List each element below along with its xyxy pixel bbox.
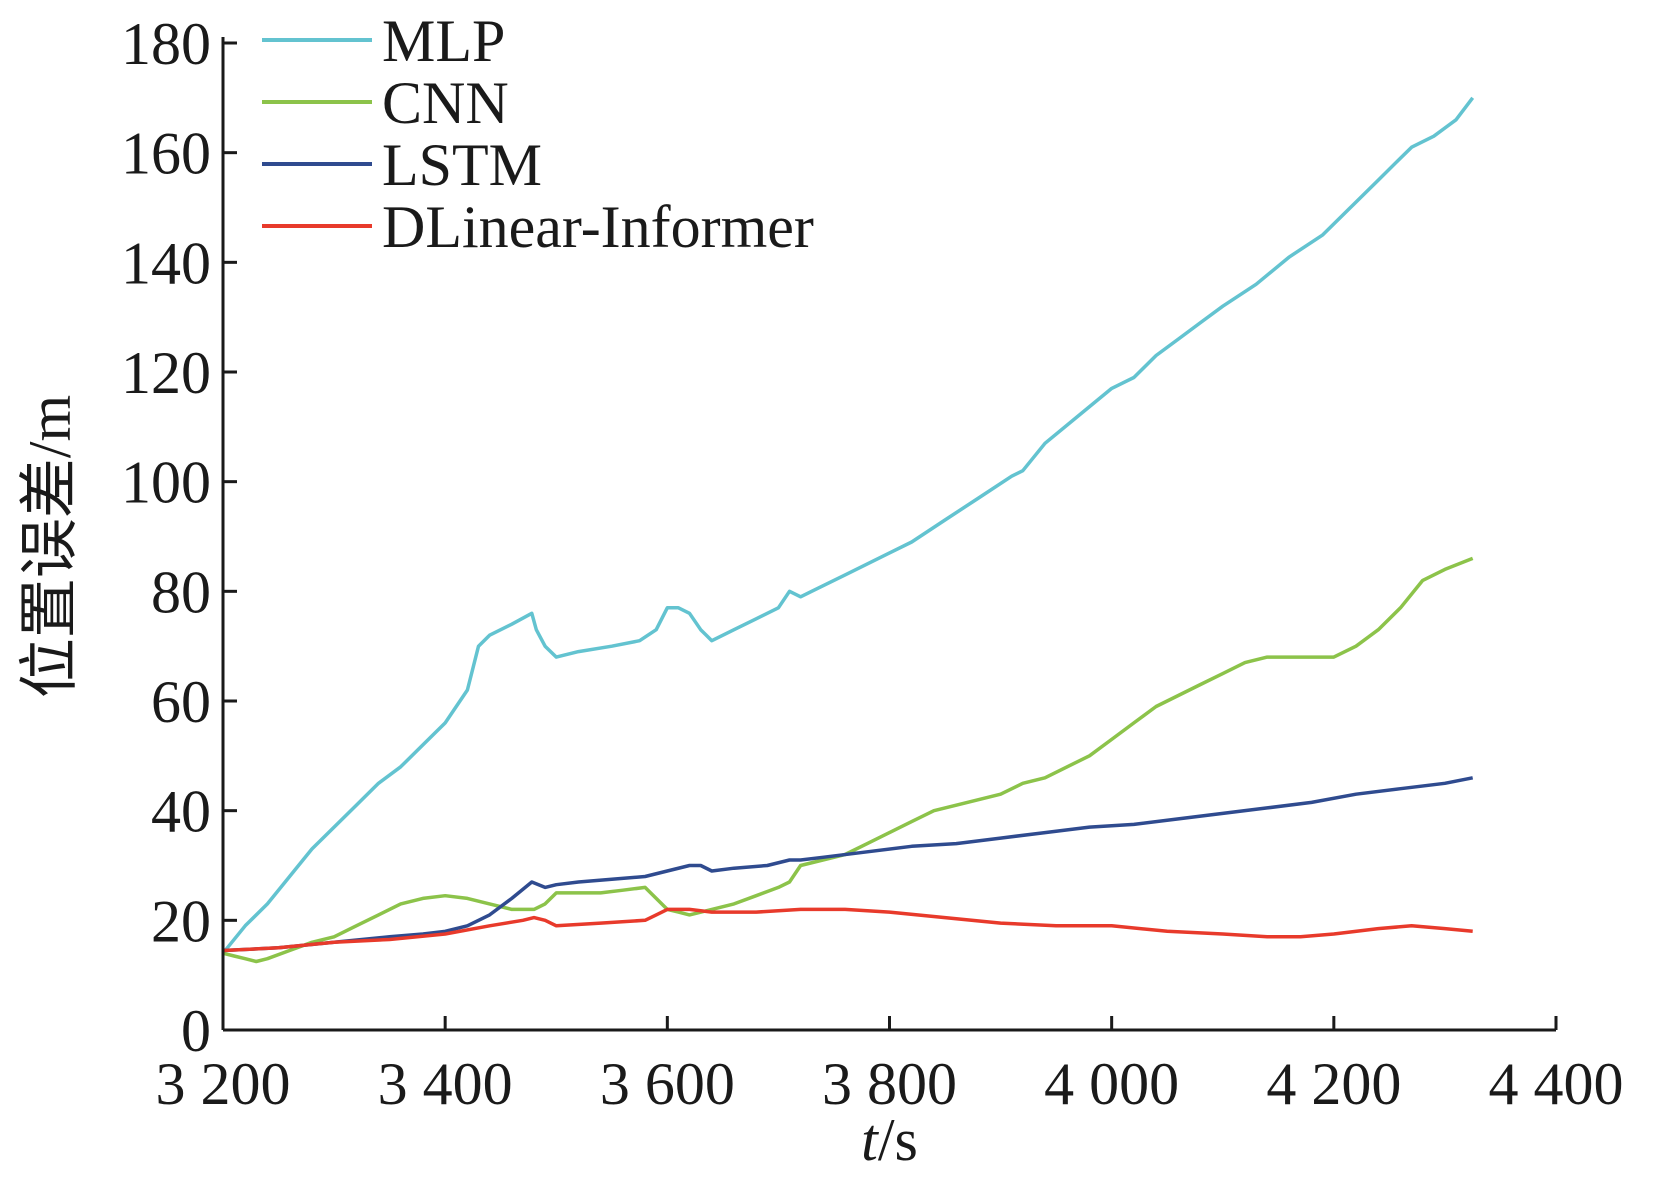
y-tick-label: 180 <box>121 11 211 77</box>
legend-label-cnn: CNN <box>382 70 509 136</box>
x-ticks: 3 200 3 400 3 600 3 800 4 000 4 200 4 400 <box>156 1016 1624 1117</box>
y-tick-label: 100 <box>121 450 211 516</box>
y-tick-label: 40 <box>151 779 211 845</box>
x-tick-label: 4 000 <box>1044 1051 1179 1117</box>
series-line-dlinear-informer <box>222 907 1473 953</box>
x-axis-unit: /s <box>878 1107 918 1173</box>
y-tick-label: 60 <box>151 669 211 735</box>
x-tick-label: 4 200 <box>1266 1051 1401 1117</box>
y-tick-label: 140 <box>121 230 211 296</box>
x-tick-label: 3 600 <box>600 1051 735 1117</box>
y-tick-label: 20 <box>151 888 211 954</box>
series-line-mlp <box>221 96 1475 955</box>
y-ticks: 0 20 40 60 80 100 120 140 160 180 <box>121 11 237 1064</box>
x-axis-variable: t <box>861 1107 879 1173</box>
series-line-lstm <box>222 776 1474 953</box>
legend-label-dlinear-informer: DLinear-Informer <box>382 194 814 260</box>
x-tick-label: 3 200 <box>156 1051 291 1117</box>
legend-label-mlp: MLP <box>382 8 505 74</box>
y-axis-title: 位置误差/m <box>17 395 83 698</box>
y-tick-label: 80 <box>151 559 211 625</box>
series-line-cnn <box>222 556 1474 964</box>
legend-label-lstm: LSTM <box>382 132 542 198</box>
series-layer <box>221 96 1475 964</box>
x-tick-label: 3 400 <box>378 1051 513 1117</box>
y-tick-label: 0 <box>181 998 211 1064</box>
x-tick-label: 3 800 <box>822 1051 957 1117</box>
y-tick-label: 160 <box>121 121 211 187</box>
y-tick-label: 120 <box>121 340 211 406</box>
x-tick-label: 4 400 <box>1489 1051 1624 1117</box>
x-axis-title: t/s <box>861 1107 918 1173</box>
